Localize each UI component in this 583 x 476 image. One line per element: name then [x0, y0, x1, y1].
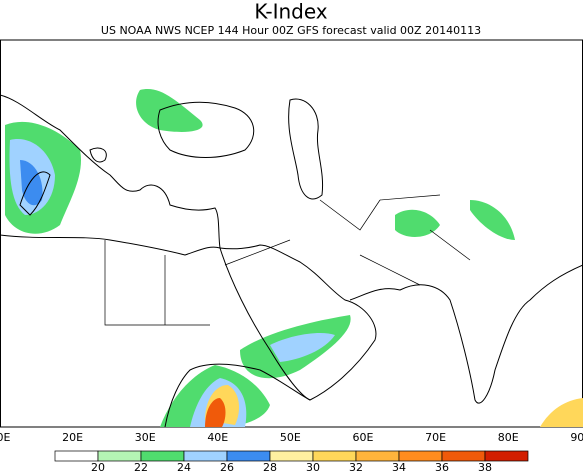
- subtitle: US NOAA NWS NCEP 144 Hour 00Z GFS foreca…: [101, 24, 481, 37]
- colorbar-box: [312, 450, 357, 462]
- lon-label: 60E: [353, 431, 374, 444]
- shade-area: [20, 160, 43, 206]
- lon-label: 30E: [135, 431, 156, 444]
- colorbar-box: [484, 450, 529, 462]
- colorbar-box: [355, 450, 400, 462]
- lon-label: 10E: [0, 431, 11, 444]
- shade-area: [395, 209, 440, 237]
- lon-label: 70E: [425, 431, 446, 444]
- lon-labels: 10E 20E 30E 40E 50E 60E 70E 80E 90E: [0, 431, 583, 444]
- colorbar-label: 38: [478, 461, 492, 474]
- title: K-Index: [254, 0, 327, 24]
- lon-label: 50E: [280, 431, 301, 444]
- shading: [5, 89, 583, 427]
- colorbar-box: [183, 450, 228, 462]
- colorbar-label: 20: [91, 461, 105, 474]
- map-area: [0, 39, 583, 428]
- shade-area: [136, 89, 203, 132]
- borders: [104, 194, 471, 326]
- colorbar-box: [269, 450, 314, 462]
- lon-label: 40E: [207, 431, 228, 444]
- colorbar-box: [398, 450, 443, 462]
- lon-label: 80E: [498, 431, 519, 444]
- lon-label: 20E: [62, 431, 83, 444]
- colorbar-label: 30: [306, 461, 320, 474]
- colorbar-label: 26: [220, 461, 234, 474]
- shade-area: [270, 333, 335, 362]
- colorbar-label: 34: [392, 461, 406, 474]
- colorbar-box: [226, 450, 271, 462]
- colorbar-box: [441, 450, 486, 462]
- coastlines: [0, 94, 583, 428]
- colorbar-label: 36: [435, 461, 449, 474]
- colorbar-box: [140, 450, 185, 462]
- colorbar-label: 24: [177, 461, 191, 474]
- shade-area: [470, 200, 515, 240]
- lon-label: 90E: [570, 431, 583, 444]
- colorbar-box: [54, 450, 99, 462]
- colorbar-label: 32: [349, 461, 363, 474]
- colorbar-label: 28: [263, 461, 277, 474]
- colorbar-box: [97, 450, 142, 462]
- colorbar-label: 22: [134, 461, 148, 474]
- shade-area: [205, 398, 226, 427]
- colorbar: 20 22 24 26 28 30 32 34 36 38: [54, 450, 529, 474]
- shade-area: [540, 398, 583, 427]
